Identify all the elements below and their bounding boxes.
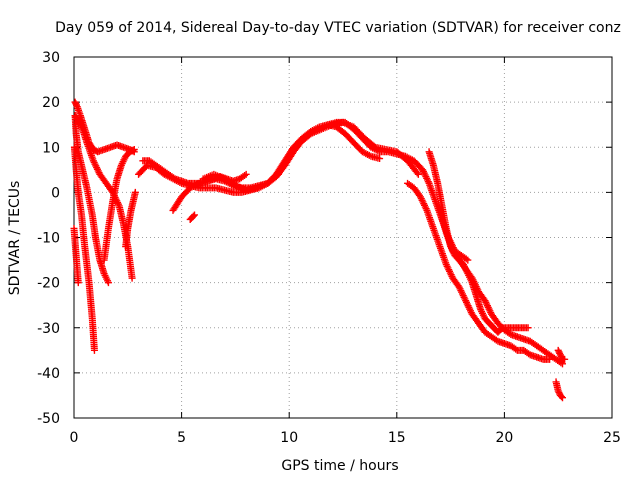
data-point: [561, 355, 569, 363]
data-point: [242, 170, 250, 178]
data-point: [191, 211, 199, 219]
y-tick-label: 30: [42, 50, 60, 66]
data-point: [73, 101, 81, 109]
series-track-16: [552, 378, 567, 402]
x-tick-label: 20: [495, 430, 513, 446]
axis-ticks: [73, 56, 613, 419]
y-tick-label: -50: [37, 411, 60, 427]
x-tick-label: 15: [388, 430, 406, 446]
data-point: [241, 171, 249, 179]
chart-title: Day 059 of 2014, Sidereal Day-to-day VTE…: [55, 20, 621, 36]
tick-labels: 0 5 10 15 20 25 -50 -40 -30 -20 -10 0 10 20 30: [37, 50, 621, 446]
series-track-12: [199, 118, 422, 194]
x-tick-label: 10: [280, 430, 298, 446]
data-point: [129, 146, 137, 154]
y-tick-label: -20: [37, 276, 60, 292]
data-point: [462, 255, 470, 263]
series-track-13: [404, 179, 554, 363]
series-track-7: [122, 188, 139, 251]
series-track-6: [100, 146, 138, 264]
y-tick-label: -40: [37, 366, 60, 382]
data-point: [413, 169, 421, 177]
x-tick-label: 5: [177, 430, 186, 446]
data-point: [370, 142, 378, 150]
grid: [74, 57, 612, 418]
data-point: [130, 146, 138, 154]
y-tick-label: -10: [37, 231, 60, 247]
y-tick-label: 0: [51, 185, 60, 201]
data-marks: [70, 98, 569, 402]
x-axis-label: GPS time / hours: [281, 458, 398, 474]
data-point: [128, 274, 136, 282]
y-axis-label: SDTVAR / TECUs: [7, 181, 23, 296]
data-point: [189, 212, 197, 220]
data-point: [376, 155, 384, 163]
x-tick-label: 25: [603, 430, 621, 446]
data-point: [559, 394, 567, 402]
data-point: [74, 279, 82, 287]
y-tick-label: -30: [37, 321, 60, 337]
y-tick-label: 20: [42, 95, 60, 111]
data-point: [104, 279, 112, 287]
y-tick-label: 10: [42, 140, 60, 156]
series-track-15: [436, 206, 567, 368]
data-point: [90, 346, 98, 354]
data-point: [414, 170, 422, 178]
series-track-3: [70, 224, 82, 287]
data-point: [524, 324, 532, 332]
data-point: [512, 345, 520, 353]
x-tick-label: 0: [70, 430, 79, 446]
data-point: [131, 188, 139, 196]
data-point: [557, 393, 565, 401]
series-track-11: [186, 211, 199, 223]
series-track-5: [71, 112, 136, 282]
series-track-2: [70, 143, 98, 354]
data-point: [464, 256, 472, 264]
series-track-17: [554, 346, 569, 363]
